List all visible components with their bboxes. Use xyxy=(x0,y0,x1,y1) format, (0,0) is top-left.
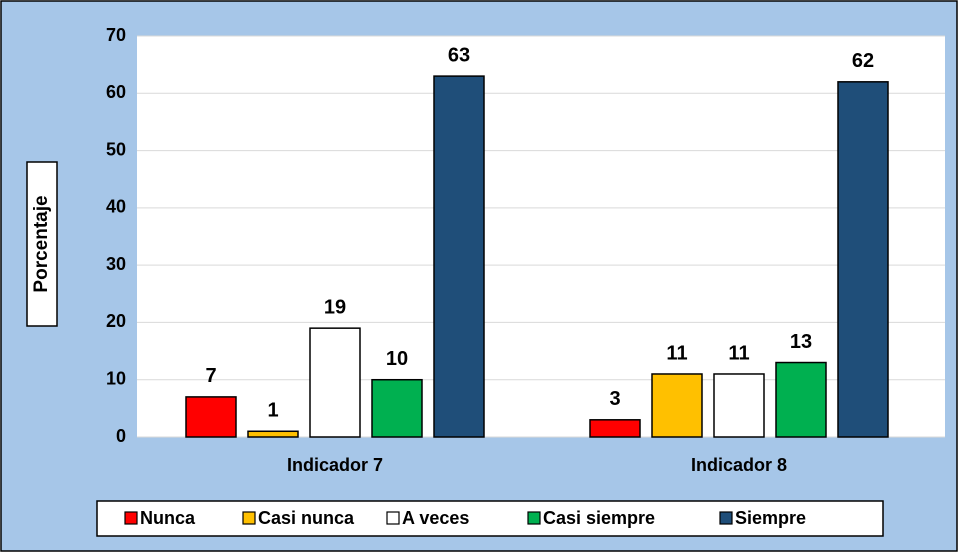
data-label: 19 xyxy=(324,296,346,318)
legend-swatch xyxy=(527,511,541,525)
x-tick-label: Indicador 8 xyxy=(691,455,787,475)
data-label: 63 xyxy=(448,44,470,66)
legend-swatch xyxy=(242,511,256,525)
y-label-box xyxy=(26,161,58,327)
bar xyxy=(185,396,237,438)
y-tick-label: 30 xyxy=(106,254,126,274)
bar xyxy=(837,81,889,438)
y-tick-label: 10 xyxy=(106,368,126,388)
legend-swatch xyxy=(386,511,400,525)
legend-swatch xyxy=(124,511,138,525)
data-label: 11 xyxy=(666,342,687,364)
data-label: 11 xyxy=(728,342,749,364)
legend-label: Casi siempre xyxy=(543,508,655,528)
bar xyxy=(651,373,703,438)
y-tick-label: 40 xyxy=(106,197,126,217)
data-label: 3 xyxy=(609,388,620,410)
bar xyxy=(713,373,765,438)
y-axis-label: Porcentaje xyxy=(31,195,52,292)
bar xyxy=(433,75,485,438)
y-tick-label: 20 xyxy=(106,311,126,331)
bar xyxy=(309,327,361,438)
legend-label: Casi nunca xyxy=(258,508,355,528)
legend-label: Nunca xyxy=(140,508,196,528)
y-tick-label: 0 xyxy=(116,426,126,446)
legend-swatch xyxy=(719,511,733,525)
data-label: 7 xyxy=(205,365,216,387)
y-tick-label: 50 xyxy=(106,139,126,159)
bar xyxy=(371,378,423,438)
data-label: 10 xyxy=(386,348,408,370)
legend-label: A veces xyxy=(402,508,469,528)
data-label: 62 xyxy=(852,50,874,72)
y-tick-label: 60 xyxy=(106,82,126,102)
bar xyxy=(775,361,827,438)
data-label: 1 xyxy=(267,400,278,422)
bar xyxy=(589,419,641,438)
legend-label: Siempre xyxy=(735,508,806,528)
x-tick-label: Indicador 7 xyxy=(287,455,383,475)
data-label: 13 xyxy=(790,331,812,353)
legend-box xyxy=(96,500,884,537)
y-tick-label: 70 xyxy=(106,25,126,45)
bar xyxy=(247,430,299,438)
